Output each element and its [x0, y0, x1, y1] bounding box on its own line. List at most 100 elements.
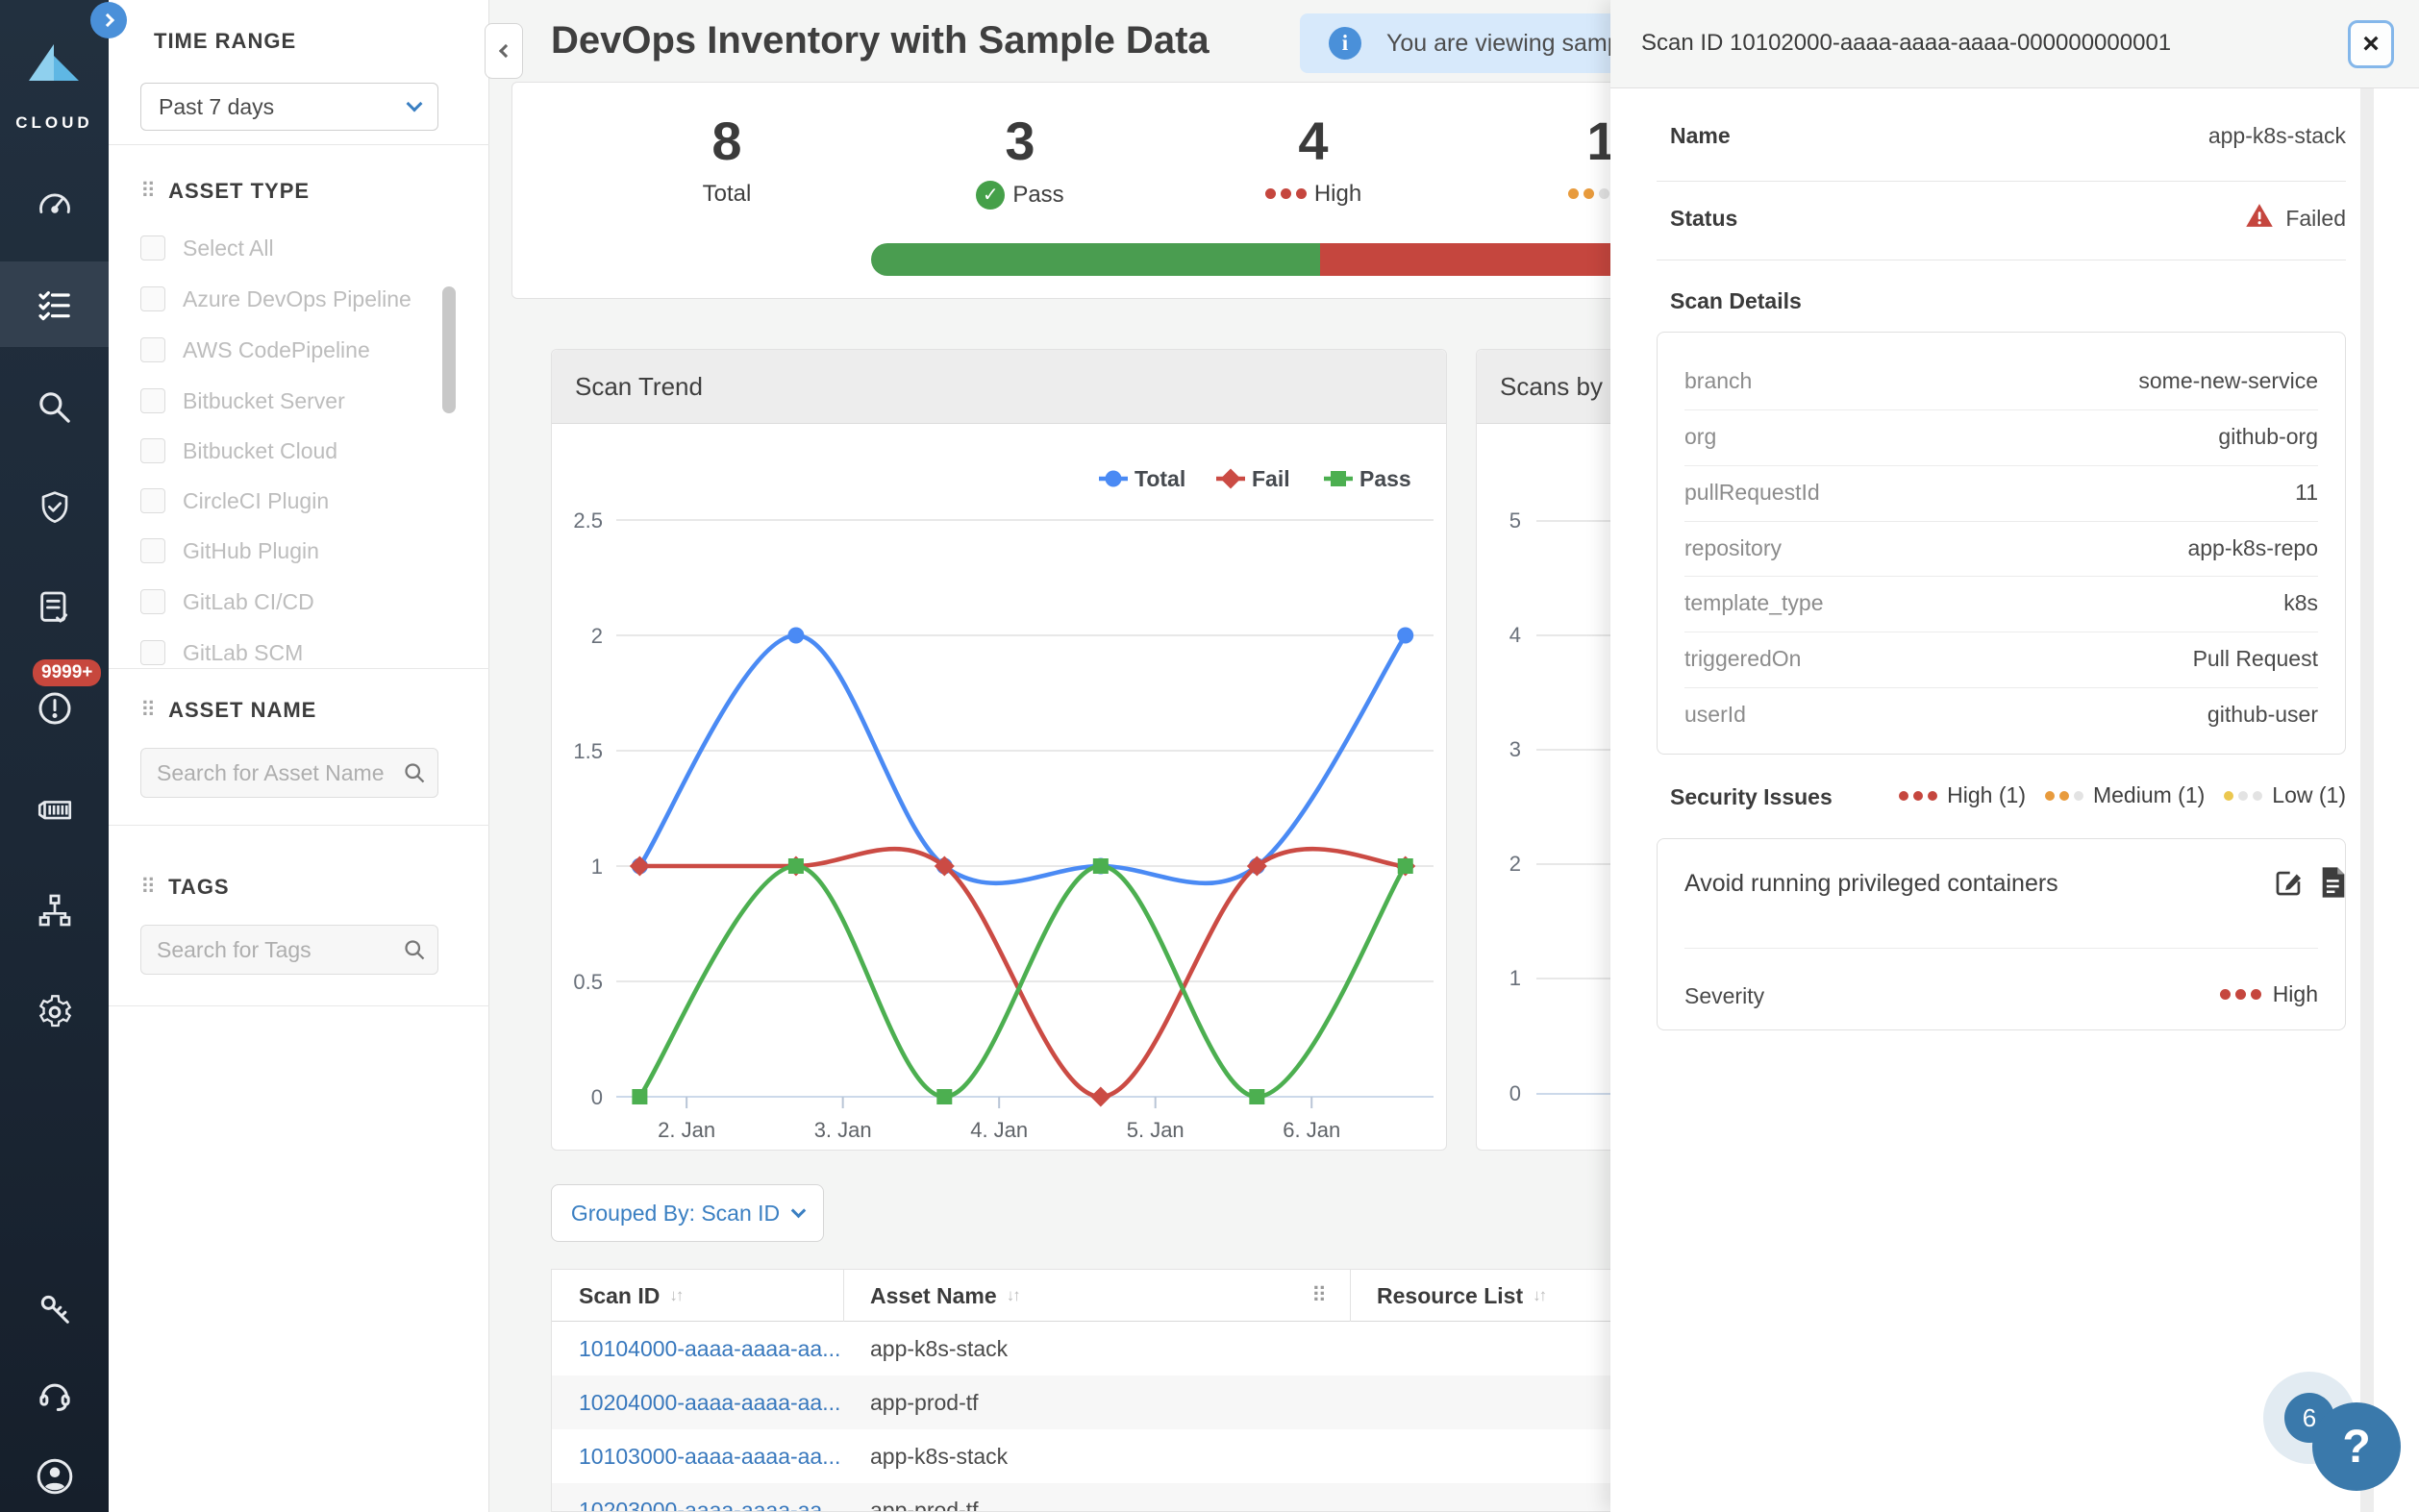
- progress-pass-segment: [871, 243, 1320, 276]
- column-header-scan-id[interactable]: Scan ID: [579, 1270, 682, 1322]
- page-title: DevOps Inventory with Sample Data: [551, 19, 1210, 62]
- time-range-select[interactable]: Past 7 days: [140, 83, 438, 131]
- svg-text:2.5: 2.5: [573, 508, 603, 533]
- close-button[interactable]: ×: [2348, 20, 2394, 68]
- svg-text:1.5: 1.5: [573, 739, 603, 763]
- stat-total: 8 Total: [631, 112, 823, 208]
- svg-text:0: 0: [591, 1085, 603, 1109]
- svg-text:Total: Total: [1135, 466, 1185, 491]
- document-check-icon: [36, 588, 74, 627]
- svg-text:Pass: Pass: [1359, 466, 1411, 491]
- sidebar-item-profile[interactable]: [0, 1434, 109, 1512]
- severity-value: High: [2219, 981, 2318, 1007]
- column-header-resource-list[interactable]: Resource List: [1377, 1270, 1545, 1322]
- cloud-logo-text: CLOUD: [15, 113, 93, 132]
- checkbox[interactable]: [140, 388, 165, 413]
- asset-type-option[interactable]: Azure DevOps Pipeline: [140, 280, 411, 318]
- help-button[interactable]: ?: [2312, 1402, 2401, 1491]
- edit-icon[interactable]: [2273, 866, 2306, 899]
- asset-type-option[interactable]: Bitbucket Server: [140, 382, 345, 420]
- asset-type-option[interactable]: AWS CodePipeline: [140, 331, 370, 369]
- gear-icon: [36, 993, 74, 1031]
- status-label: Status: [1670, 206, 1738, 231]
- checkbox[interactable]: [140, 286, 165, 311]
- panel-scrollbar[interactable]: [2360, 88, 2374, 1512]
- cloud-logo: [23, 38, 85, 109]
- panel-header: Scan ID 10102000-aaaa-aaaa-aaaa-00000000…: [1610, 0, 2419, 88]
- scan-details-heading: Scan Details: [1670, 288, 1802, 313]
- sidebar-item-reports[interactable]: [0, 565, 109, 650]
- filter-panel-collapse-button[interactable]: [485, 23, 523, 79]
- filter-panel-expand-button[interactable]: [90, 2, 127, 38]
- legend-low: Low (1): [2224, 782, 2346, 808]
- sidebar-item-search[interactable]: [0, 365, 109, 450]
- sidebar-item-containers[interactable]: [0, 769, 109, 854]
- checkbox[interactable]: [140, 337, 165, 362]
- tags-heading: TAGS: [140, 875, 230, 900]
- table-row[interactable]: 10104000-aaaa-aaaa-aa... app-k8s-stack: [579, 1335, 1009, 1361]
- network-icon: [36, 891, 74, 930]
- divider: [109, 668, 489, 669]
- checkbox[interactable]: [140, 438, 165, 463]
- checkbox[interactable]: [140, 538, 165, 563]
- asset-type-option[interactable]: GitLab SCM: [140, 633, 303, 667]
- sidebar-item-compliance[interactable]: [0, 465, 109, 550]
- table-header-row: Scan ID Asset Name ⠿ Resource List: [552, 1270, 2066, 1322]
- asset-type-option[interactable]: Select All: [140, 229, 274, 267]
- asset-type-option[interactable]: Bitbucket Cloud: [140, 432, 337, 470]
- asset-name-search-input[interactable]: [140, 748, 438, 798]
- sidebar-item-topology[interactable]: [0, 868, 109, 953]
- checkbox[interactable]: [140, 235, 165, 260]
- asset-type-list: Select All Azure DevOps Pipeline AWS Cod…: [109, 223, 489, 667]
- asset-type-option[interactable]: CircleCI Plugin: [140, 482, 329, 520]
- scan-id-link[interactable]: 10103000-aaaa-aaaa-aa...: [579, 1443, 841, 1469]
- sidebar-item-keys[interactable]: [0, 1267, 109, 1351]
- severity-high-dots-icon: [1264, 188, 1307, 200]
- user-avatar-icon: [35, 1456, 75, 1497]
- legend-medium: Medium (1): [2044, 782, 2205, 808]
- checkbox[interactable]: [140, 589, 165, 614]
- filter-panel: TIME RANGE Past 7 days ASSET TYPE Select…: [109, 0, 489, 1512]
- scan-id-link[interactable]: 10203000-aaaa-aaaa-aa...: [579, 1497, 841, 1512]
- severity-label: Severity: [1684, 983, 1765, 1008]
- asset-type-option[interactable]: GitHub Plugin: [140, 532, 319, 570]
- column-divider: [1350, 1270, 1351, 1322]
- name-label: Name: [1670, 123, 1731, 148]
- time-range-value: Past 7 days: [159, 93, 275, 119]
- total-count: 8: [711, 111, 742, 171]
- sidebar-item-dashboard[interactable]: [0, 162, 109, 247]
- severity-high-dots-icon: [2219, 989, 2261, 1000]
- sidebar-item-alerts[interactable]: [0, 666, 109, 751]
- close-icon: ×: [2362, 28, 2380, 60]
- asset-type-heading: ASSET TYPE: [140, 179, 310, 204]
- divider: [109, 144, 489, 145]
- sidebar-item-settings[interactable]: [0, 970, 109, 1054]
- asset-type-option[interactable]: GitLab CI/CD: [140, 582, 314, 621]
- high-count: 4: [1298, 111, 1329, 171]
- banner-text: You are viewing samp: [1386, 29, 1621, 57]
- document-icon[interactable]: [2318, 866, 2351, 899]
- container-icon: [35, 791, 75, 831]
- svg-text:6. Jan: 6. Jan: [1283, 1118, 1340, 1142]
- table-row[interactable]: 10103000-aaaa-aaaa-aa... app-k8s-stack: [579, 1443, 1009, 1469]
- security-issue-card: Avoid running privileged containers Seve…: [1657, 838, 2346, 1030]
- key-icon: [36, 1290, 74, 1328]
- severity-high-dots-icon: [1899, 790, 1938, 801]
- checkbox[interactable]: [140, 488, 165, 513]
- asset-type-scrollbar[interactable]: [442, 286, 456, 413]
- tags-search-input[interactable]: [140, 925, 438, 975]
- time-range-heading: TIME RANGE: [154, 29, 297, 53]
- column-drag-handle-icon[interactable]: ⠿: [1311, 1283, 1328, 1307]
- scan-id-link[interactable]: 10104000-aaaa-aaaa-aa...: [579, 1335, 841, 1361]
- column-header-asset-name[interactable]: Asset Name: [870, 1270, 1019, 1322]
- scan-id-link[interactable]: 10204000-aaaa-aaaa-aa...: [579, 1389, 841, 1415]
- severity-medium-dots-icon: [2044, 790, 2083, 801]
- sidebar-item-inventory[interactable]: [0, 261, 109, 347]
- sidebar-item-support[interactable]: [0, 1353, 109, 1438]
- divider: [1657, 181, 2346, 182]
- grouped-by-dropdown[interactable]: Grouped By: Scan ID: [551, 1184, 824, 1242]
- checkbox[interactable]: [140, 640, 165, 665]
- svg-text:0.5: 0.5: [573, 970, 603, 994]
- severity-legend: High (1) Medium (1) Low (1): [1899, 782, 2346, 808]
